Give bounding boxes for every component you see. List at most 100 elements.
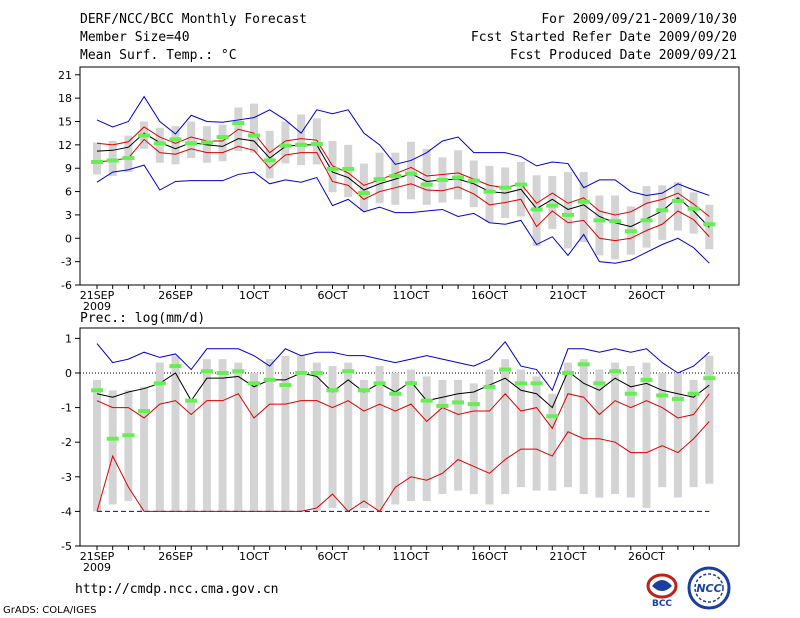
forecast-started-date: Fcst Started Refer Date 2009/09/20 — [470, 30, 737, 45]
temp-box — [124, 135, 133, 173]
precip-xtick-label: 21SEP — [80, 550, 115, 563]
precip-median-mark — [703, 376, 716, 381]
precip-median-mark — [232, 369, 245, 374]
temp-median-mark — [153, 141, 166, 146]
precip-panel-title: Prec.: log(mm/d) — [80, 311, 206, 326]
temp-box — [187, 121, 196, 159]
precip-median-mark — [295, 370, 308, 375]
precip-ytick-label: 1 — [65, 332, 72, 345]
precip-box — [202, 359, 211, 512]
temp-median-mark — [671, 198, 684, 203]
precip-median-mark — [153, 381, 166, 386]
precip-ytick-label: 0 — [65, 367, 72, 380]
source-url[interactable]: http://cmdp.ncc.cma.gov.cn — [75, 582, 279, 597]
precip-median-mark — [656, 393, 669, 398]
forecast-period: For 2009/09/21-2009/10/30 — [541, 12, 737, 27]
precip-median-mark — [106, 436, 119, 441]
temp-median-mark — [342, 166, 355, 171]
temp-median-mark — [703, 222, 716, 227]
precip-median-mark — [389, 391, 402, 396]
temp-median-mark — [295, 142, 308, 147]
precip-xtick-label: 2009 — [83, 561, 111, 574]
temp-ytick-label: 0 — [65, 232, 72, 245]
precip-median-mark — [640, 377, 653, 382]
precip-box — [391, 372, 400, 505]
temp-xtick-label: 21OCT — [549, 289, 586, 302]
precip-box — [171, 355, 180, 512]
precip-median-mark — [452, 400, 465, 405]
temp-p90-line — [96, 126, 710, 217]
temp-median-mark — [122, 156, 135, 161]
precip-box — [438, 379, 447, 495]
temp-median-mark — [169, 137, 182, 142]
precip-box — [234, 362, 243, 512]
temp-median-mark — [389, 174, 402, 178]
precip-ytick-label: -4 — [61, 505, 72, 518]
precip-median-mark — [467, 402, 480, 407]
temp-median-mark — [310, 142, 323, 147]
member-size: Member Size=40 — [80, 30, 190, 45]
forecast-produced-date: Fcst Produced Date 2009/09/21 — [510, 48, 737, 63]
precip-box — [407, 369, 415, 502]
temp-box — [93, 142, 101, 175]
temp-median-mark — [373, 177, 386, 182]
temp-ytick-label: -6 — [61, 279, 72, 292]
temp-box — [673, 182, 682, 231]
precip-median-mark — [279, 383, 292, 388]
precip-median-mark — [91, 388, 103, 393]
precip-box — [297, 355, 306, 512]
temp-median-mark — [530, 207, 543, 212]
precip-median-mark — [326, 388, 339, 393]
temp-mean-line — [96, 132, 710, 228]
precip-box — [281, 355, 290, 512]
precip-xtick-label: 16OCT — [471, 550, 508, 563]
precip-box — [705, 355, 714, 484]
temp-median-mark — [248, 133, 260, 138]
temp-p10-line — [96, 138, 710, 242]
temp-box — [579, 172, 588, 243]
precip-box — [469, 383, 478, 495]
temp-ytick-label: 18 — [58, 92, 72, 105]
temp-ytick-label: 21 — [58, 69, 72, 82]
precip-median-mark — [436, 403, 449, 408]
temp-ytick-label: 3 — [65, 209, 72, 222]
precip-median-mark — [609, 369, 622, 374]
precip-median-mark — [420, 398, 433, 403]
precip-box — [312, 362, 321, 512]
temp-box — [485, 165, 494, 222]
precip-median-mark — [263, 377, 276, 382]
precip-xtick-label: 1OCT — [239, 550, 269, 563]
precip-median-mark — [671, 396, 684, 401]
temp-median-mark — [326, 166, 339, 171]
ncc-logo-text: NCC — [696, 582, 721, 595]
temp-box — [312, 118, 321, 165]
temp-box — [328, 140, 337, 193]
precip-median-mark — [483, 384, 496, 389]
temp-ytick-label: 6 — [65, 186, 72, 199]
precip-box — [155, 362, 164, 512]
temp-median-mark — [577, 199, 590, 204]
precip-box — [485, 369, 494, 505]
temp-median-mark — [185, 141, 198, 146]
temp-box — [611, 195, 620, 260]
temp-xtick-label: 26OCT — [628, 289, 665, 302]
precip-xtick-label: 21OCT — [549, 550, 586, 563]
temp-box — [359, 163, 368, 212]
temp-box — [297, 114, 306, 166]
temp-median-mark — [609, 219, 622, 224]
precip-median-mark — [405, 381, 417, 386]
precip-box — [611, 362, 620, 495]
temp-median-mark — [514, 182, 527, 187]
precip-ytick-label: -5 — [61, 540, 72, 553]
precip-median-mark — [530, 381, 543, 386]
precip-mean-line — [96, 370, 710, 409]
precip-box — [642, 362, 651, 508]
temp-median-mark — [216, 135, 229, 140]
grads-credit: GrADS: COLA/IGES — [3, 605, 97, 616]
temp-median-mark — [562, 212, 574, 217]
precip-box — [658, 372, 667, 488]
temp-box — [265, 130, 274, 179]
precip-box — [673, 372, 682, 498]
variable-label: Mean Surf. Temp.: °C — [80, 48, 237, 63]
